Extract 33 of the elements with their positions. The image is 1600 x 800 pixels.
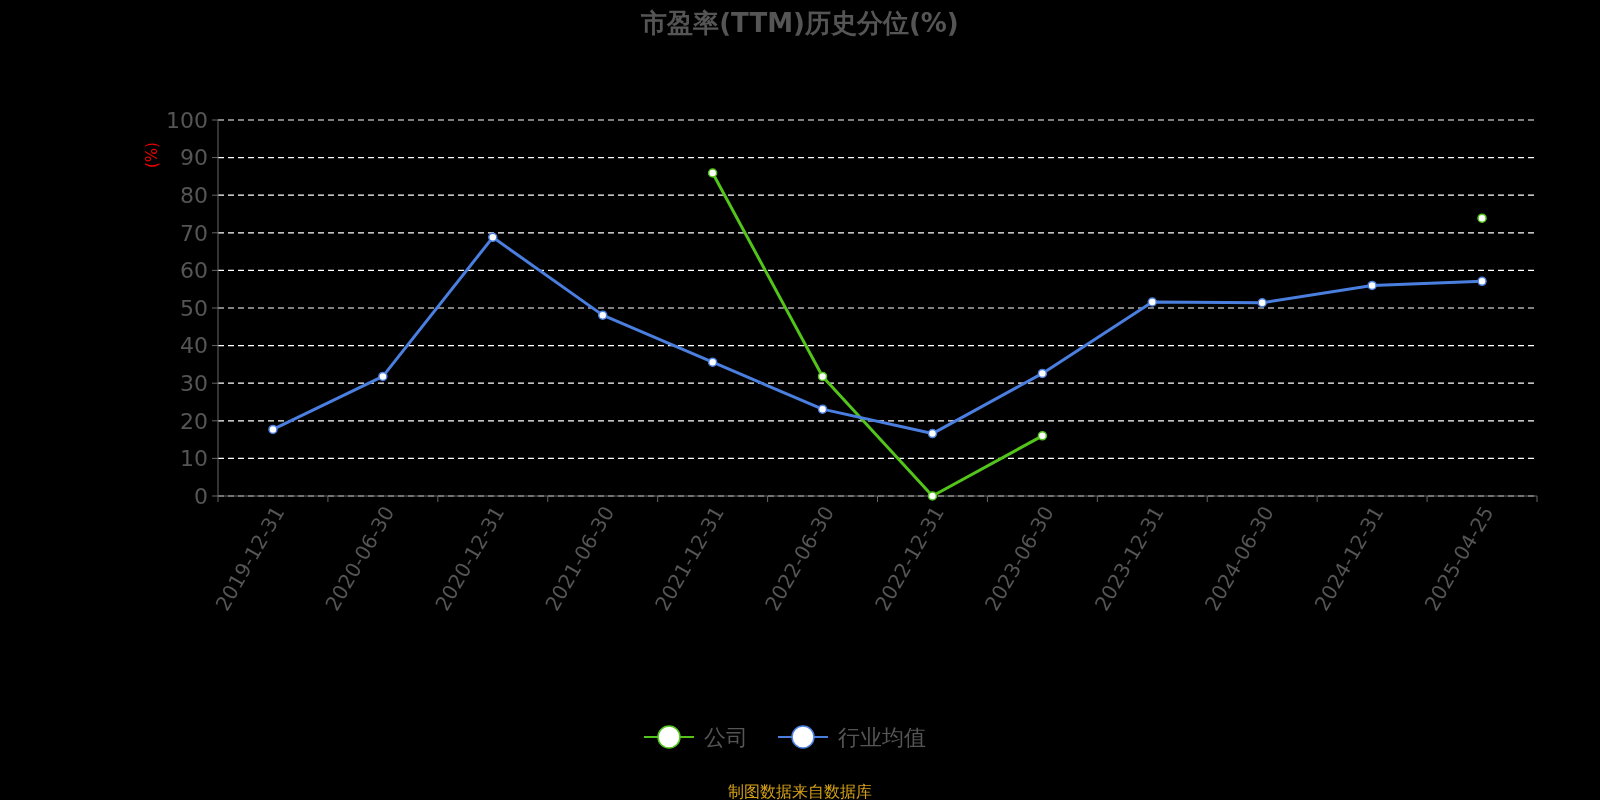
y-tick-label: 80 [180,182,208,208]
y-tick-label: 70 [180,220,208,246]
y-tick-label: 50 [180,295,208,321]
y-tick-label: 100 [166,107,208,133]
y-tick-label: 90 [180,145,208,171]
point [1037,368,1048,379]
point [817,371,828,382]
point [817,404,828,414]
y-tick-label: 10 [180,446,208,472]
y-tick-label: 60 [180,258,208,284]
point [707,357,718,367]
point [1477,276,1487,287]
text: 制图数据来自数据库 [728,782,872,800]
point [268,424,278,435]
point [1147,297,1158,307]
point [927,491,938,501]
legend-label: 行业均值 [838,724,926,750]
y-tick-label: 30 [180,370,208,396]
y-axis-title: (%) [143,142,161,168]
point [927,428,938,439]
point [1367,280,1377,291]
point [707,168,718,178]
point [1037,431,1048,441]
legend-label: 公司 [704,724,748,750]
y-tick-label: 0 [194,483,208,509]
point [488,232,498,243]
point [378,371,388,382]
point [597,310,608,320]
y-tick-label: 20 [180,408,208,434]
y-tick-label: 40 [180,333,208,359]
point [1477,213,1487,223]
chart-title: 市盈率(TTM)历史分位(%) [640,8,959,38]
point [1257,297,1267,308]
